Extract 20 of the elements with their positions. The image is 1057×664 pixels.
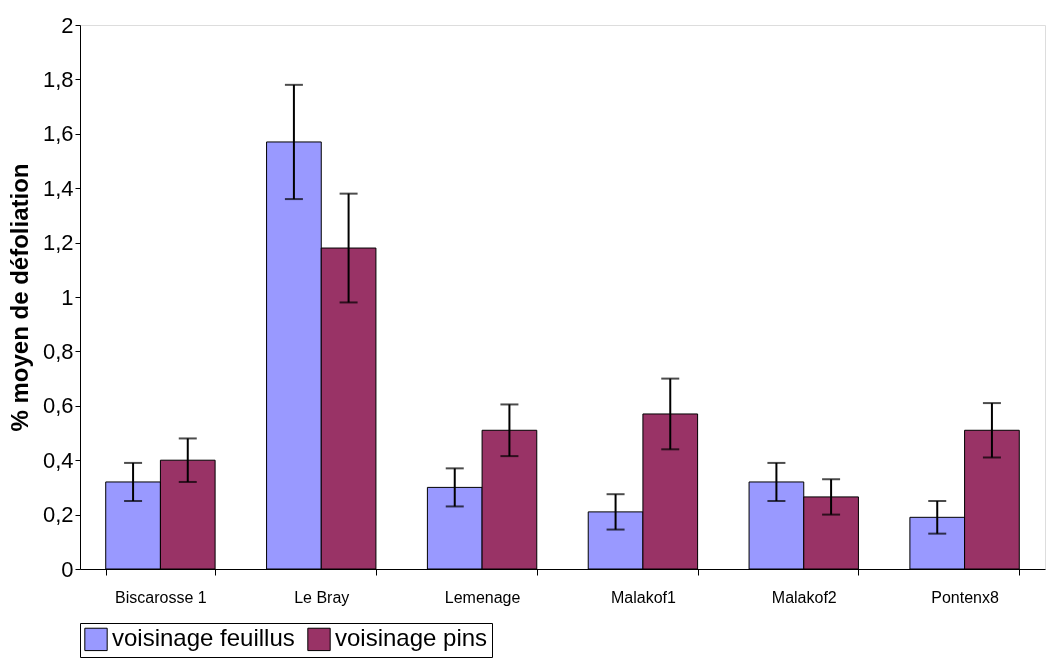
y-tick-label: 1,2 [42, 230, 74, 256]
x-tick-label: Pontenx8 [931, 588, 999, 606]
y-tick-label: 0 [61, 556, 74, 582]
x-tick-label: Le Bray [294, 588, 350, 606]
y-tick-label: 1,4 [42, 175, 74, 201]
legend-label: voisinage feuillus [112, 624, 295, 652]
legend-label: voisinage pins [335, 624, 488, 652]
y-tick-label: 2 [61, 12, 74, 38]
y-tick-label: 1 [61, 284, 74, 310]
x-tick-label: Malakof1 [610, 588, 676, 606]
y-tick-label: 1,8 [42, 66, 74, 92]
x-tick-label: Malakof2 [771, 588, 837, 606]
y-tick-label: 1,6 [42, 121, 74, 147]
x-tick-label: Lemenage [444, 588, 521, 606]
x-tick-label: Biscarosse 1 [115, 588, 207, 606]
y-tick-label: 0,2 [42, 502, 74, 528]
y-tick-label: 0,4 [42, 447, 74, 473]
y-tick-label: 0,8 [42, 338, 74, 364]
y-axis-title: % moyen de défoliation [5, 163, 33, 432]
y-tick-label: 0,6 [42, 393, 74, 419]
